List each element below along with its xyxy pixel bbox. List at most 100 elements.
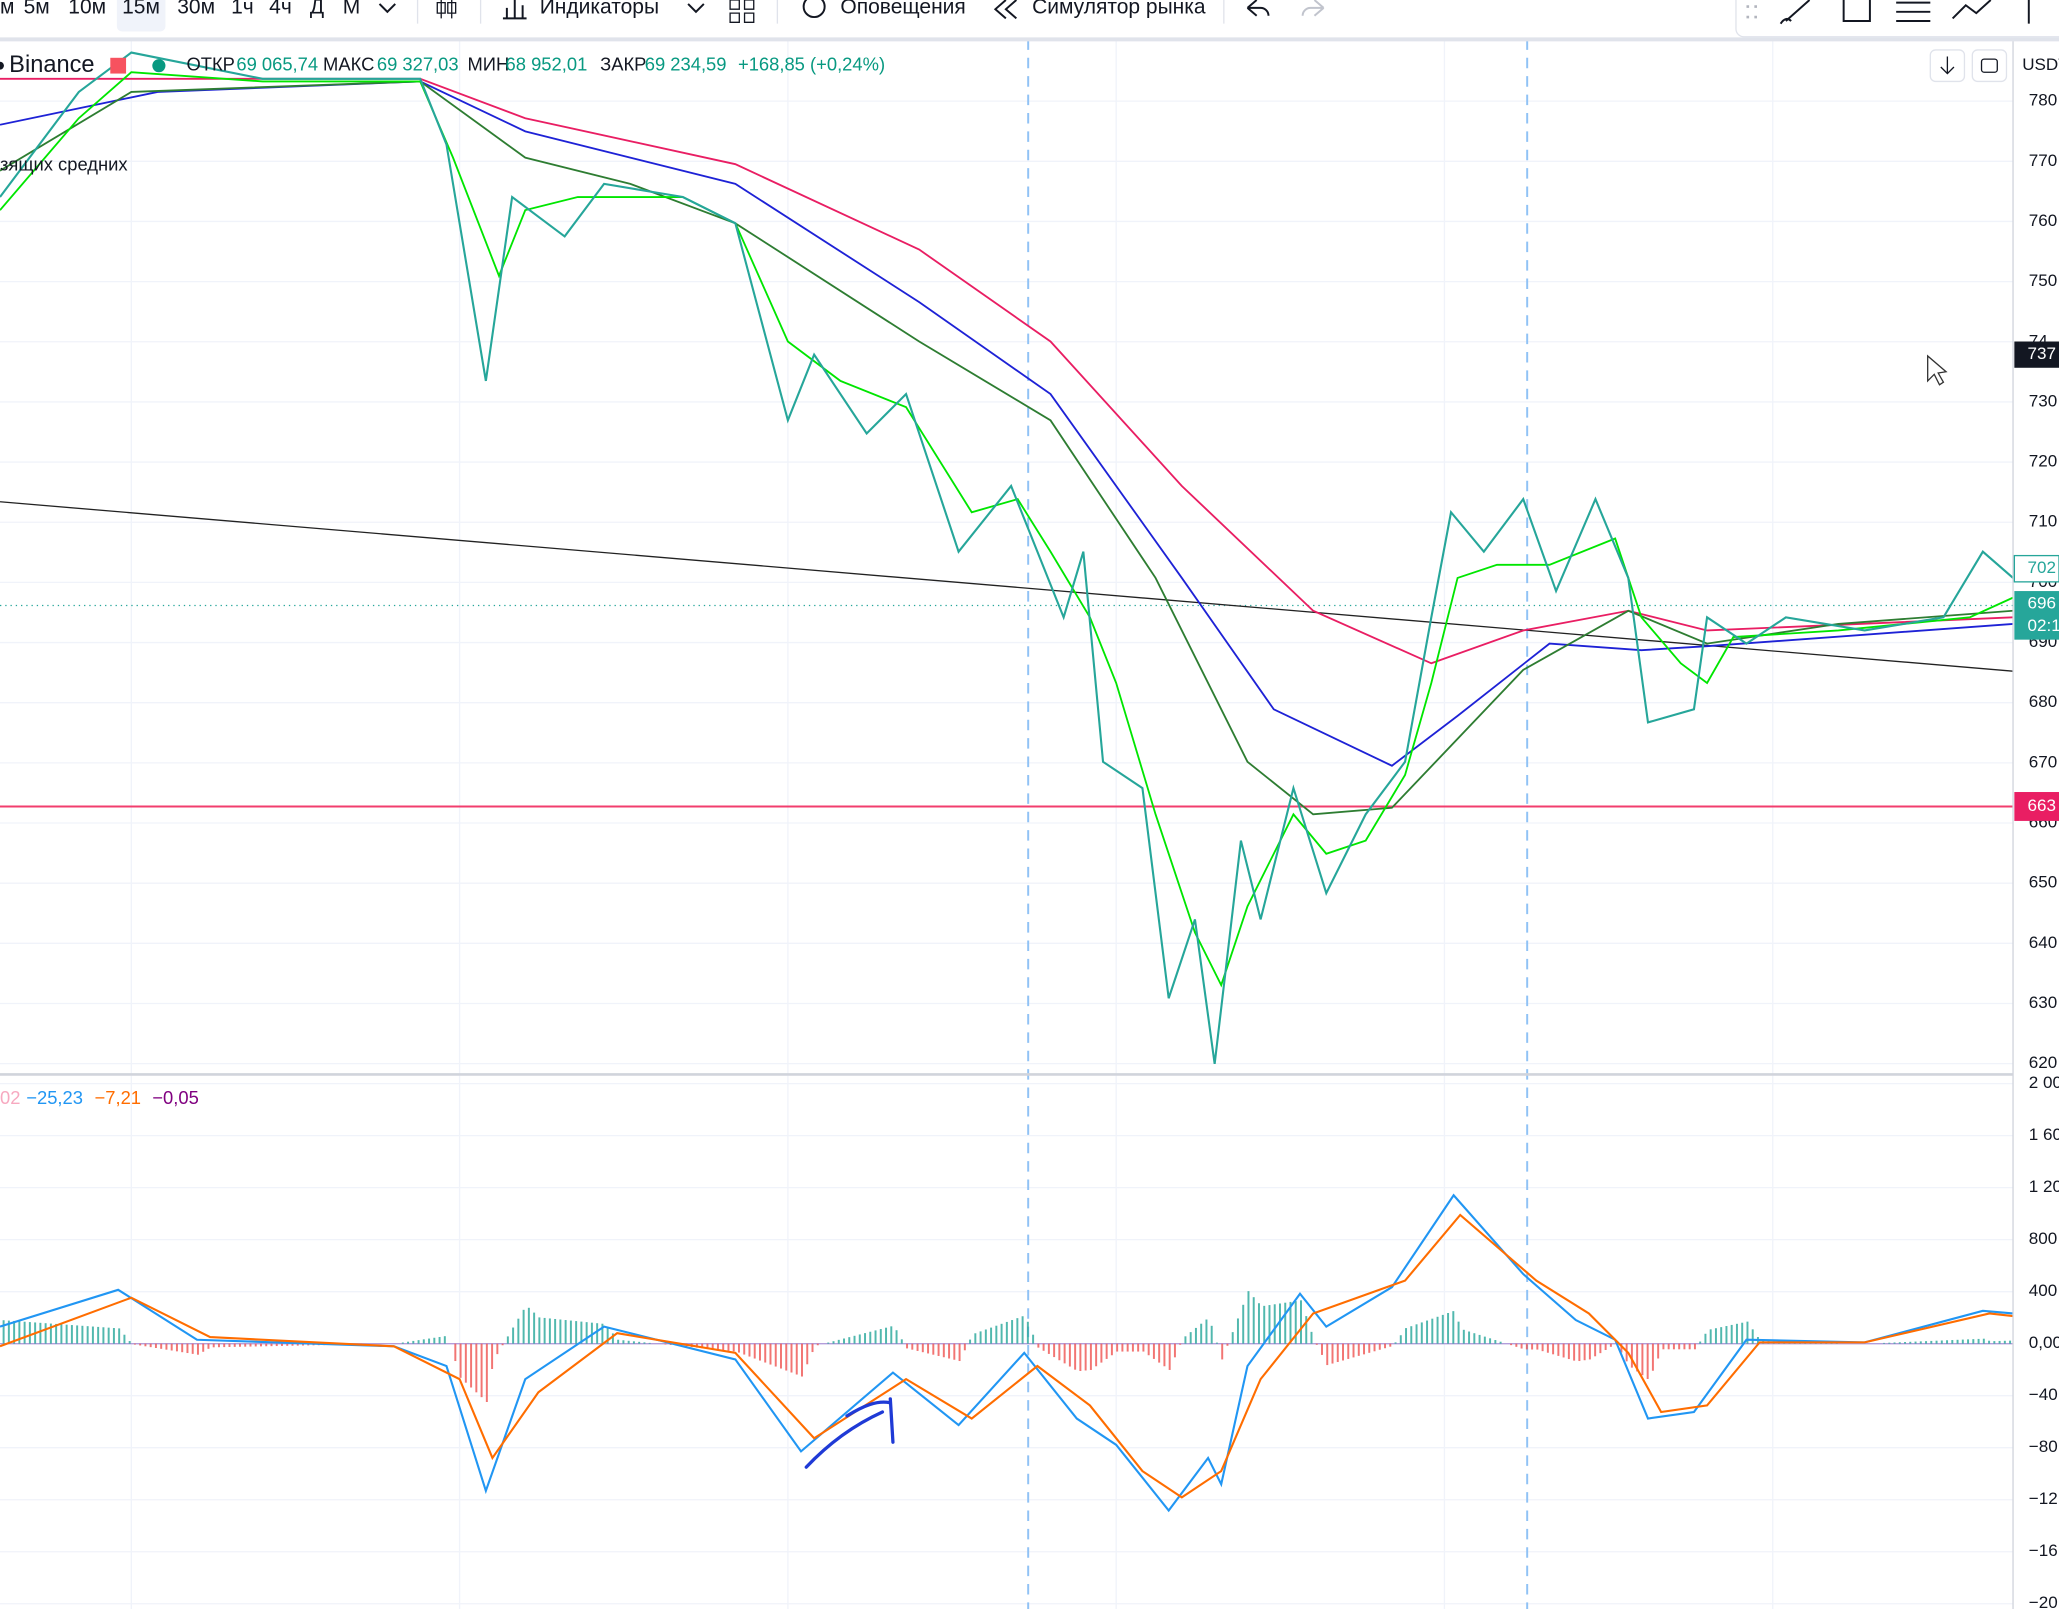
histogram-bar (175, 1343, 178, 1352)
histogram-bar (144, 1343, 147, 1347)
histogram-bar (1693, 1343, 1696, 1350)
brush-tool[interactable] (1779, 0, 1811, 25)
histogram-bar (554, 1318, 557, 1344)
histogram-bar (1604, 1343, 1607, 1350)
interval-button[interactable]: 30м (177, 0, 215, 18)
histogram-bar (1599, 1343, 1602, 1354)
macd-line (0, 1193, 2014, 1513)
countdown: 02:1 (2027, 616, 2059, 635)
histogram-bar (611, 1333, 614, 1344)
interval-button[interactable]: Д (310, 0, 324, 18)
indicator-name[interactable]: зящих средних (0, 153, 128, 174)
histogram-bar (76, 1325, 79, 1344)
macd-value: −7,21 (95, 1087, 141, 1108)
macd-value: −25,23 (26, 1087, 83, 1108)
chart-type-icon[interactable] (436, 0, 457, 19)
histogram-bar (1026, 1321, 1029, 1344)
histogram-bar (1231, 1332, 1234, 1344)
histogram-bar (238, 1343, 241, 1347)
interval-button[interactable]: 4ч (269, 0, 292, 18)
histogram-bar (1746, 1321, 1749, 1344)
histogram-bar (1709, 1329, 1712, 1344)
histogram-bar (1515, 1343, 1518, 1347)
histogram-bar (1363, 1343, 1366, 1355)
fib-tool[interactable] (1896, 1, 1931, 23)
histogram-bar (1940, 1340, 1943, 1344)
price-label: 760 (2029, 211, 2057, 230)
hand-drawing[interactable] (804, 1397, 895, 1469)
interval-button[interactable]: 15м (122, 0, 160, 18)
histogram-bar (1131, 1343, 1134, 1352)
histogram-bar (1982, 1338, 1985, 1344)
histogram-bar (1573, 1343, 1576, 1361)
histogram-bar (1126, 1343, 1129, 1352)
histogram-bar (1210, 1325, 1213, 1344)
histogram-bar (1300, 1300, 1302, 1344)
histogram-bar (1368, 1343, 1371, 1353)
toolbar-button[interactable]: Оповещения (840, 0, 965, 18)
histogram-bar (811, 1343, 814, 1353)
flag (110, 57, 127, 74)
interval-button[interactable]: 1ч (231, 0, 254, 18)
button[interactable] (1971, 49, 2008, 83)
legend-label: МАКС (323, 54, 374, 75)
histogram-bar (1494, 1340, 1497, 1344)
layout-icon[interactable] (729, 0, 755, 23)
trend-line[interactable] (0, 501, 2014, 672)
histogram-bar (942, 1343, 945, 1358)
histogram-bar (1662, 1343, 1665, 1350)
pattern-tool[interactable] (1951, 0, 1992, 20)
legend-label: ОТКР (186, 54, 234, 75)
histogram-bar (1909, 1341, 1912, 1344)
source[interactable]: Binance (9, 52, 94, 78)
interval-button[interactable]: 10м (68, 0, 106, 18)
toolbar-button[interactable]: Индикаторы (540, 0, 659, 18)
price-label: 650 (2029, 873, 2057, 892)
histogram-bar (1357, 1343, 1360, 1356)
histogram-bar (270, 1343, 273, 1347)
undo[interactable] (1246, 0, 1270, 17)
histogram-bar (575, 1321, 578, 1344)
histogram-bar (748, 1343, 751, 1357)
tag-bg (2014, 341, 2059, 368)
histogram-bar (475, 1343, 478, 1393)
histogram-bar (1993, 1341, 1996, 1344)
histogram-bar (1331, 1343, 1334, 1364)
drag-handle[interactable] (1746, 5, 1757, 19)
histogram-bar (1158, 1343, 1161, 1363)
interval-button[interactable]: м (0, 0, 14, 18)
chevron[interactable] (687, 3, 705, 14)
histogram-bar (1483, 1336, 1486, 1344)
redo[interactable] (1301, 0, 1325, 17)
price-label: 680 (2029, 692, 2057, 711)
histogram-bar (601, 1323, 604, 1344)
histogram-bar (1972, 1339, 1975, 1344)
histogram-bar (1247, 1291, 1250, 1344)
icon (1980, 58, 1998, 73)
histogram-bar (1352, 1343, 1355, 1358)
interval-button[interactable]: М (343, 0, 360, 18)
histogram-bar (1105, 1343, 1108, 1359)
chevron[interactable] (378, 3, 396, 14)
interval-button[interactable]: 5м (24, 0, 50, 18)
toolbar-button[interactable]: Симулятор рынка (1032, 0, 1206, 18)
price-axis[interactable] (2013, 39, 2059, 1609)
active-interval (116, 0, 166, 32)
histogram-bar (207, 1343, 210, 1349)
histogram-bar (480, 1343, 483, 1398)
histogram-bar (1063, 1343, 1066, 1364)
histogram-bar (1205, 1319, 1208, 1344)
histogram-bar (491, 1343, 494, 1370)
legend-value: 68 952,01 (506, 54, 588, 75)
histogram-bar (1678, 1343, 1681, 1350)
currency[interactable]: USDT (2022, 55, 2059, 74)
legend-label: МИН (467, 54, 509, 75)
histogram-bar (858, 1334, 861, 1344)
histogram-bar (527, 1307, 530, 1344)
histogram-bar (1956, 1339, 1959, 1344)
status-dot (152, 59, 166, 73)
legend-label: ЗАКР (600, 54, 646, 75)
macd-label: 800 (2029, 1229, 2057, 1248)
histogram-bar (433, 1337, 436, 1344)
shape-tool[interactable] (1842, 0, 1871, 23)
